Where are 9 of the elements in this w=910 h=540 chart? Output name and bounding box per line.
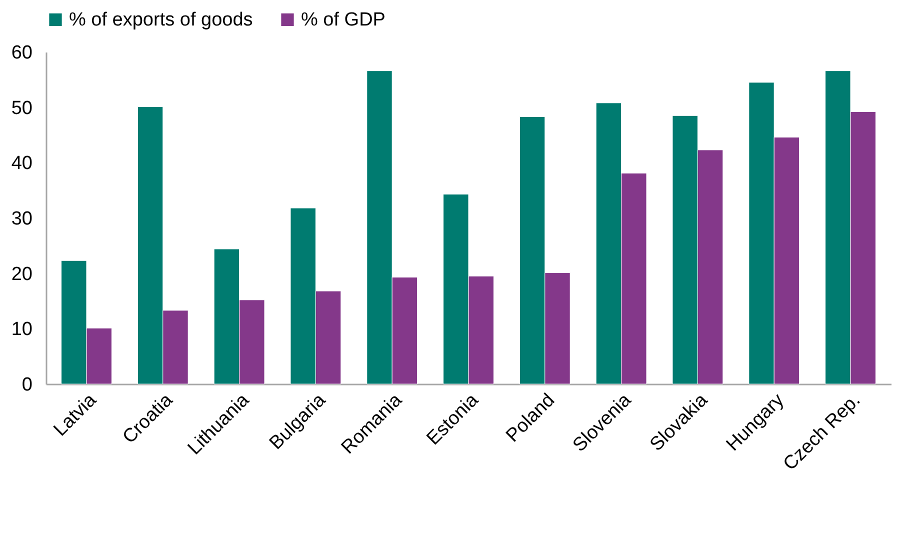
y-tick-label: 10	[11, 319, 32, 340]
y-tick-label: 60	[11, 42, 32, 64]
y-tick-label: 0	[22, 374, 32, 396]
legend-label: % of exports of goods	[69, 10, 253, 31]
y-tick-label: 20	[11, 264, 32, 285]
legend-label: % of GDP	[301, 10, 386, 31]
y-tick-label: 40	[11, 153, 32, 174]
y-tick-label: 30	[11, 208, 32, 230]
y-tick-label: 50	[11, 98, 32, 119]
